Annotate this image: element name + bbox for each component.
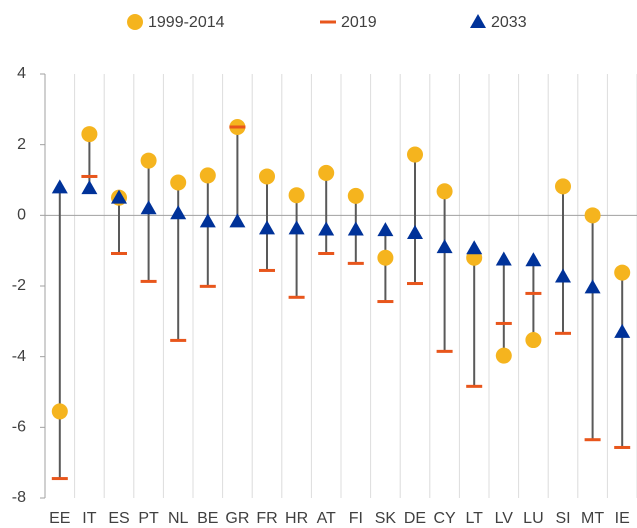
marker-triangle — [288, 220, 305, 235]
x-tick-label: ES — [108, 510, 129, 527]
marker-triangle — [614, 323, 631, 338]
y-tick-label: -6 — [12, 419, 26, 436]
marker-dash — [614, 445, 631, 449]
marker-triangle — [111, 189, 127, 204]
marker-circle — [318, 164, 335, 181]
marker-dash — [81, 174, 98, 178]
x-tick-label: PT — [138, 510, 159, 527]
marker-circle — [584, 207, 601, 224]
legend-label: 2019 — [341, 14, 377, 31]
marker-dash — [495, 321, 512, 325]
legend-marker — [470, 14, 486, 28]
marker-triangle — [436, 239, 453, 254]
marker-triangle — [555, 268, 571, 283]
marker-circle — [170, 174, 187, 191]
marker-triangle — [318, 221, 335, 236]
x-tick-label: DE — [404, 510, 426, 527]
marker-circle — [555, 178, 571, 195]
marker-circle — [495, 347, 512, 364]
marker-circle — [436, 183, 453, 200]
y-tick-label: 0 — [17, 207, 26, 224]
x-tick-label: FI — [349, 510, 363, 527]
marker-triangle — [81, 180, 98, 195]
marker-triangle — [259, 220, 275, 235]
marker-triangle — [51, 179, 68, 194]
x-tick-label: CY — [433, 510, 456, 527]
x-tick-label: AT — [317, 510, 336, 527]
marker-circle — [347, 187, 364, 204]
marker-circle — [140, 152, 157, 169]
marker-circle — [51, 403, 68, 420]
x-tick-label: IT — [82, 510, 96, 527]
x-tick-label: BE — [197, 510, 218, 527]
marker-dash — [51, 477, 68, 481]
marker-triangle — [495, 251, 512, 266]
x-tick-label: EE — [49, 510, 70, 527]
x-tick-label: MT — [581, 510, 604, 527]
marker-dash — [407, 282, 423, 286]
legend-label: 2033 — [491, 14, 527, 31]
marker-dash — [377, 300, 394, 304]
y-tick-label: -8 — [12, 489, 26, 506]
y-tick-label: 4 — [17, 65, 26, 82]
marker-dash — [525, 291, 542, 295]
marker-triangle — [229, 213, 246, 228]
marker-triangle — [525, 252, 542, 267]
marker-triangle — [347, 221, 364, 236]
marker-circle — [377, 249, 394, 266]
marker-triangle — [140, 200, 157, 215]
marker-dash — [288, 295, 305, 299]
marker-dash — [140, 279, 157, 283]
x-tick-label: HR — [285, 510, 308, 527]
y-tick-label: -4 — [12, 348, 26, 365]
marker-dash — [318, 251, 335, 255]
x-tick-label: SI — [555, 510, 570, 527]
marker-dash — [555, 331, 571, 335]
marker-dash — [436, 349, 453, 353]
marker-circle — [614, 264, 631, 281]
legend-marker — [320, 20, 336, 24]
legend-marker — [127, 14, 143, 30]
x-tick-label: LT — [465, 510, 483, 527]
marker-dash — [111, 251, 127, 255]
marker-dash — [170, 338, 187, 342]
marker-dash — [584, 438, 601, 442]
marker-dash — [347, 261, 364, 265]
x-tick-label: IE — [615, 510, 630, 527]
x-tick-label: NL — [168, 510, 189, 527]
marker-dash — [259, 268, 275, 272]
x-tick-label: SK — [375, 510, 397, 527]
x-tick-label: LV — [495, 510, 514, 527]
y-tick-label: -2 — [12, 277, 26, 294]
marker-triangle — [170, 205, 187, 220]
y-tick-label: 2 — [17, 136, 26, 153]
marker-circle — [259, 168, 275, 185]
marker-circle — [81, 126, 98, 143]
marker-dash — [466, 384, 483, 388]
marker-circle — [288, 187, 305, 204]
marker-triangle — [466, 240, 483, 255]
marker-triangle — [584, 279, 601, 294]
legend-label: 1999-2014 — [148, 14, 225, 31]
marker-triangle — [199, 213, 216, 228]
marker-circle — [407, 146, 423, 163]
marker-triangle — [377, 222, 394, 237]
x-tick-label: GR — [225, 510, 249, 527]
x-tick-label: LU — [523, 510, 543, 527]
marker-dash — [229, 125, 246, 129]
marker-dash — [199, 284, 216, 288]
marker-circle — [199, 167, 216, 184]
x-tick-label: FR — [256, 510, 277, 527]
marker-circle — [525, 332, 542, 349]
marker-triangle — [407, 225, 423, 239]
